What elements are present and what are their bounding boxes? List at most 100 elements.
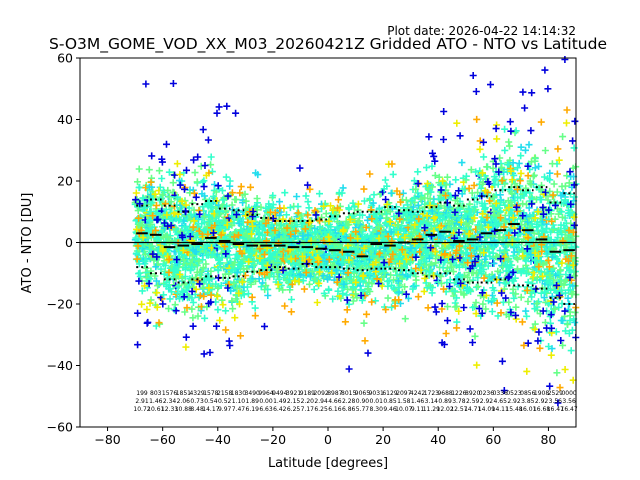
scatter-point (163, 211, 171, 219)
scatter-point (517, 293, 525, 301)
scatter-point (134, 242, 142, 250)
scatter-point (472, 88, 480, 95)
scatter-point (143, 319, 151, 327)
scatter-point (174, 267, 182, 275)
scatter-point (133, 255, 141, 263)
scatter-point (161, 262, 169, 270)
scatter-point (193, 268, 201, 276)
bin-stat-label: 0.01 (370, 398, 384, 405)
scatter-point (145, 166, 153, 174)
scatter-point (310, 286, 318, 293)
scatter-point (145, 280, 153, 288)
scatter-point (184, 282, 192, 290)
scatter-point (204, 136, 212, 144)
scatter-point (501, 125, 509, 133)
scatter-point (261, 322, 268, 330)
scatter-point (232, 196, 240, 204)
scatter-point (183, 304, 191, 312)
scatter-point (563, 119, 570, 127)
scatter-point (200, 183, 208, 191)
scatter-point (316, 190, 323, 198)
scatter-point (199, 264, 207, 272)
scatter-point (154, 282, 162, 290)
scatter-point (135, 165, 143, 173)
scatter-point (492, 125, 500, 133)
scatter-point (164, 222, 172, 230)
scatter-points-layer (131, 56, 580, 407)
scatter-point (360, 185, 368, 193)
scatter-point (493, 135, 501, 143)
scatter-point (133, 225, 141, 233)
bin-stat-label: 6.25 (314, 406, 328, 413)
scatter-point (548, 160, 556, 168)
scatter-point (219, 196, 227, 204)
scatter-point (222, 250, 230, 258)
scatter-point (537, 118, 545, 126)
scatter-point (399, 189, 407, 197)
scatter-point (207, 153, 215, 161)
bin-stat-label: 6.16 (328, 406, 342, 413)
scatter-point (207, 267, 215, 275)
scatter-point (152, 263, 160, 271)
bin-stat-label: 2.92 (535, 398, 549, 405)
bin-stat-label: 1.58 (397, 398, 411, 405)
bin-stat-label: 3.14 (425, 398, 439, 405)
scatter-point (202, 260, 210, 268)
scatter-point (201, 212, 209, 220)
scatter-point (211, 181, 218, 188)
scatter-point (145, 242, 153, 250)
scatter-point (138, 300, 146, 308)
scatter-point (146, 221, 154, 228)
scatter-point (147, 178, 155, 186)
bin-stat-label: 3.56 (562, 398, 576, 405)
scatter-point (251, 312, 259, 320)
scatter-point (517, 152, 525, 160)
scatter-point (442, 330, 450, 337)
bin-stat-label: 0.00 (259, 398, 273, 405)
scatter-point (164, 186, 172, 194)
scatter-point (189, 223, 197, 231)
scatter-point (541, 66, 549, 74)
scatter-point (143, 274, 151, 282)
scatter-point (182, 333, 190, 341)
scatter-point (460, 304, 468, 311)
scatter-point (501, 146, 509, 154)
scatter-point (199, 126, 207, 134)
bin-stat-label: 803 (150, 390, 162, 397)
scatter-point (173, 256, 181, 264)
scatter-point (384, 294, 392, 302)
scatter-point (164, 233, 172, 241)
scatter-point (215, 103, 223, 111)
scatter-point (155, 281, 163, 288)
bin-stat-label: 2.15 (287, 398, 301, 405)
scatter-point (535, 162, 543, 170)
scatter-point (214, 292, 221, 300)
bin-stat-label: 9.97 (218, 406, 232, 413)
scatter-point (171, 301, 179, 309)
scatter-point (547, 351, 555, 359)
scatter-point (189, 314, 197, 322)
scatter-point (237, 183, 245, 191)
scatter-point (188, 294, 196, 302)
scatter-point (136, 183, 144, 191)
bin-stat-label: 2.28 (342, 398, 356, 405)
bin-stat-label: 0.54 (204, 398, 218, 405)
scatter-point (178, 197, 186, 205)
scatter-point (191, 169, 199, 177)
scatter-point (364, 349, 372, 357)
scatter-point (189, 322, 197, 330)
bin-stat-label: 7.47 (232, 406, 246, 413)
scatter-point (226, 231, 234, 239)
scatter-point (210, 229, 217, 237)
scatter-point (341, 318, 349, 326)
scatter-point (363, 310, 370, 318)
scatter-point (218, 296, 226, 304)
scatter-point (305, 204, 313, 212)
scatter-point (431, 303, 439, 311)
scatter-point (552, 328, 560, 336)
scatter-point (371, 297, 379, 305)
scatter-point (247, 183, 254, 191)
scatter-point (201, 192, 208, 200)
scatter-point (172, 307, 180, 315)
bin-stat-label: 6.25 (287, 406, 301, 413)
